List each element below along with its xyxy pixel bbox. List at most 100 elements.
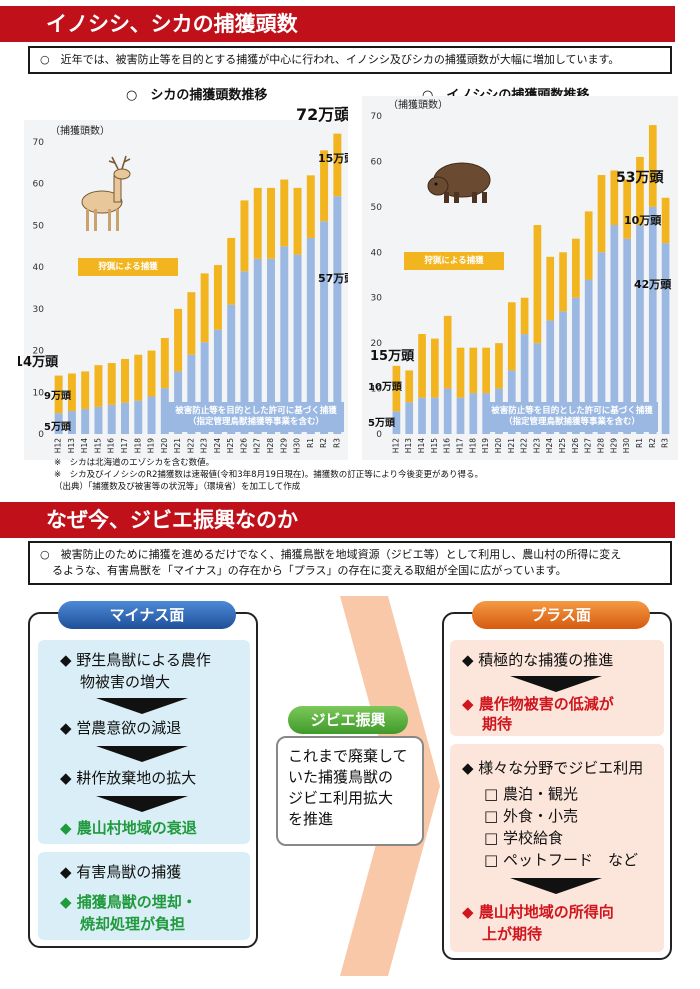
plus-item-active-capture: ◆ 積極的な捕獲の推進 — [462, 651, 614, 669]
boar-ytick-10: 10 — [371, 385, 383, 395]
boar-bar-hunting-H27 — [584, 211, 593, 280]
boar-control-label-text-1: 被害防止等を目的とした許可に基づく捕獲 — [491, 405, 653, 416]
footnote-3: （出典）「捕獲数及び被害等の状況等」（環境省）を加工して作成 — [54, 482, 301, 492]
deer-xtick-R3: R3 — [332, 438, 341, 448]
plus-block-2 — [450, 744, 664, 952]
deer-bar-hunting-H14 — [81, 371, 90, 409]
boar-bar-hunting-H22 — [520, 297, 529, 335]
boar-bar-control-H29 — [610, 225, 619, 434]
boar-bar-control-H28 — [597, 252, 606, 434]
deer-xtick-H15: H15 — [93, 438, 102, 453]
minus-arrow-3 — [96, 796, 188, 812]
deer-bar-control-H18 — [134, 400, 143, 434]
deer-ytick-60: 60 — [33, 180, 45, 190]
boar-bar-hunting-H21 — [507, 302, 516, 371]
plus-item-damage-reduction-2: 期待 — [482, 715, 513, 733]
deer-bar-control-H23 — [200, 342, 209, 434]
minus-item-disposal-1: ◆ 捕獲鳥獣の埋却・ — [60, 893, 197, 911]
plus-label: プラス面 — [472, 601, 650, 629]
deer-bar-hunting-H22 — [187, 292, 196, 355]
boar-bar-hunting-R2 — [648, 125, 657, 207]
deer-bar-control-H30 — [293, 254, 302, 434]
deer-bar-hunting-H17 — [121, 358, 129, 403]
footnote-2: ※ シカ及びイノシシのR2捕獲数は速報値(令和3年8月19日現在)。捕獲数の訂正… — [54, 470, 484, 480]
boar-bar-control-H24 — [546, 320, 555, 434]
deer-bar-control-H13 — [67, 411, 76, 434]
deer-bar-control-H28 — [267, 258, 275, 434]
boar-bar-control-H14 — [418, 397, 426, 434]
boar-xtick-H25: H25 — [558, 438, 567, 453]
boar-ylabel: （捕獲頭数） — [388, 98, 448, 111]
boar-xtick-H18: H18 — [468, 438, 477, 453]
deer-bar-control-H12 — [54, 413, 63, 434]
plus-sub-dining: □ 外食・小売 — [484, 807, 578, 825]
gibier-text-3: ジビエ利用拡大 — [288, 789, 394, 807]
deer-xtick-H14: H14 — [80, 438, 89, 453]
deer-hunting-label-text-1: 狩猟による捕獲 — [97, 261, 158, 272]
deer-ann-control-h12: 5万頭 — [44, 421, 72, 433]
boar-ann-control-r3: 42万頭 — [634, 278, 672, 291]
deer-bar-control-R2 — [320, 221, 329, 434]
deer-xtick-H20: H20 — [160, 438, 169, 453]
deer-xtick-H21: H21 — [173, 438, 182, 453]
boar-control-label-bg — [486, 402, 658, 432]
boar-ann-hunting-h12: 10万頭 — [368, 381, 403, 393]
gibier-text-4: を推進 — [288, 810, 334, 828]
boar-ytick-30: 30 — [371, 294, 383, 304]
boar-ytick-70: 70 — [371, 112, 383, 122]
deer-bar-control-H20 — [160, 388, 169, 434]
deer-bar-hunting-H19 — [147, 350, 156, 397]
gibier-summary-note: ○ 被害防止のために捕獲を進めるだけでなく、捕獲鳥獣を地域資源（ジビエ等）として… — [28, 541, 672, 585]
boar-bar-hunting-H30 — [623, 179, 631, 239]
boar-bar-control-H25 — [559, 311, 567, 434]
boar-xtick-H22: H22 — [520, 438, 529, 453]
deer-ytick-30: 30 — [33, 305, 45, 315]
gibier-text-1: これまで廃棄して — [288, 747, 408, 765]
gibier-promotion-box: これまで廃棄して いた捕獲鳥獣の ジビエ利用拡大 を推進 — [276, 736, 424, 846]
deer-bar-hunting-H27 — [253, 187, 262, 259]
deer-bar-hunting-H25 — [227, 237, 236, 305]
boar-bar-hunting-H20 — [495, 343, 503, 389]
deer-xtick-H26: H26 — [239, 438, 248, 453]
deer-bar-hunting-H21 — [174, 308, 183, 372]
boar-xtick-H29: H29 — [609, 438, 618, 453]
deer-icon — [81, 155, 131, 231]
deer-capture-chart: （捕獲頭数） 0 10 20 30 40 50 60 70 H12 H13 H14 H15 H16 H17 H… — [18, 105, 348, 460]
deer-bar-control-H17 — [121, 402, 129, 434]
deer-ann-total-r3: 72万頭 — [296, 105, 348, 124]
deer-bar-control-H27 — [253, 258, 262, 434]
boar-bar-hunting-H26 — [572, 238, 580, 298]
boar-bar-control-H12 — [392, 411, 401, 434]
boar-icon — [427, 162, 491, 203]
gibier-text-2: いた捕獲鳥獣の — [288, 768, 394, 786]
plus-item-various-use: ◆ 様々な分野でジビエ利用 — [462, 759, 644, 777]
boar-bar-hunting-H29 — [610, 170, 619, 226]
minus-item-rural-decline: ◆ 農山村地域の衰退 — [60, 819, 197, 837]
deer-ytick-0: 0 — [38, 430, 44, 440]
deer-bar-hunting-H18 — [134, 354, 143, 401]
boar-xtick-H13: H13 — [404, 438, 413, 453]
boar-bar-control-R1 — [636, 225, 644, 434]
minus-item-crop-damage-2: 物被害の増大 — [80, 673, 171, 691]
boar-xtick-H23: H23 — [532, 438, 541, 453]
boar-bar-hunting-H15 — [431, 338, 439, 398]
boar-xtick-H14: H14 — [417, 438, 426, 453]
footnote-1: ※ シカは北海道のエゾシカを含む数値。 — [54, 458, 215, 468]
boar-ytick-40: 40 — [371, 248, 383, 258]
deer-xtick-H27: H27 — [253, 438, 262, 453]
boar-bar-hunting-R1 — [636, 156, 644, 226]
deer-control-label-bg — [168, 402, 344, 432]
deer-xtick-H19: H19 — [147, 438, 156, 453]
boar-bar-control-H17 — [456, 397, 465, 434]
deer-ytick-40: 40 — [33, 263, 45, 273]
boar-bar-hunting-H17 — [456, 347, 465, 398]
boar-bar-hunting-H24 — [546, 256, 555, 321]
boar-xtick-H12: H12 — [391, 438, 400, 453]
minus-item-disposal-2: 焼却処理が負担 — [80, 915, 186, 933]
section-banner-capture: イノシシ、シカの捕獲頭数 — [0, 6, 675, 42]
boar-bar-hunting-H23 — [533, 225, 542, 344]
deer-xtick-R1: R1 — [306, 438, 315, 448]
deer-bar-control-H26 — [240, 271, 249, 434]
deer-xtick-R2: R2 — [319, 438, 328, 448]
deer-bar-hunting-H29 — [280, 179, 289, 247]
